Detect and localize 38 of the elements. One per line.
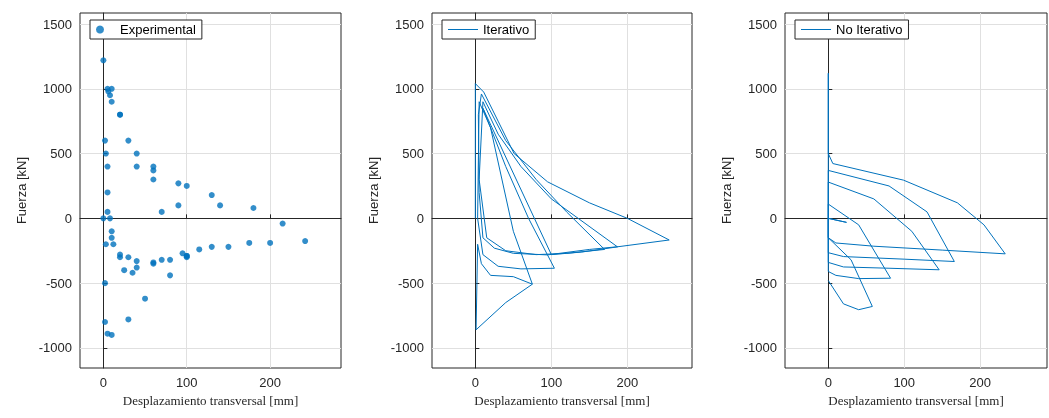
y-tick-label: 1000 bbox=[748, 81, 777, 97]
x-axis-title: Desplazamiento transversal [mm] bbox=[828, 393, 1004, 408]
line-series bbox=[474, 83, 670, 331]
y-axis-title: Fuerza [kN] bbox=[365, 156, 381, 225]
y-tick-label: 0 bbox=[769, 210, 777, 226]
x-tick-label: 100 bbox=[175, 375, 198, 390]
y-axis-title: Fuerza [kN] bbox=[13, 156, 29, 225]
y-tick-label: 500 bbox=[50, 146, 72, 162]
x-tick-label: 0 bbox=[99, 375, 107, 390]
y-tick-label: -1000 bbox=[390, 340, 424, 356]
y-tick-label: 500 bbox=[755, 146, 777, 162]
y-tick-label: -500 bbox=[45, 275, 72, 291]
x-tick-label: 200 bbox=[259, 375, 281, 390]
y-tick-label: 0 bbox=[64, 210, 72, 226]
x-tick-label: 100 bbox=[893, 375, 916, 390]
x-tick-label: 200 bbox=[969, 375, 992, 390]
legend-label: Iterativo bbox=[483, 22, 530, 37]
x-axis-title: Desplazamiento transversal [mm] bbox=[474, 393, 650, 408]
legend-label: Experimental bbox=[120, 22, 196, 37]
y-tick-label: 1500 bbox=[43, 16, 72, 32]
y-tick-label: 0 bbox=[416, 210, 424, 226]
x-tick-label: 100 bbox=[540, 375, 563, 390]
x-tick-label: 200 bbox=[616, 375, 639, 390]
y-tick-label: 500 bbox=[402, 146, 424, 162]
line-series bbox=[827, 72, 1006, 311]
y-tick-label: -500 bbox=[397, 275, 424, 291]
y-tick-label: 1000 bbox=[43, 81, 72, 97]
y-tick-label: 1500 bbox=[395, 16, 424, 32]
y-tick-label: 1500 bbox=[748, 16, 777, 32]
y-axis-title: Fuerza [kN] bbox=[718, 156, 734, 225]
x-tick-label: 0 bbox=[824, 375, 832, 390]
x-tick-label: 0 bbox=[471, 375, 479, 390]
y-tick-label: 1000 bbox=[395, 81, 424, 97]
y-tick-label: -500 bbox=[750, 275, 777, 291]
y-tick-label: -1000 bbox=[38, 340, 72, 356]
x-axis-title: Desplazamiento transversal [mm] bbox=[122, 393, 299, 408]
y-tick-label: -1000 bbox=[743, 340, 777, 356]
legend-label: No Iterativo bbox=[836, 22, 903, 37]
